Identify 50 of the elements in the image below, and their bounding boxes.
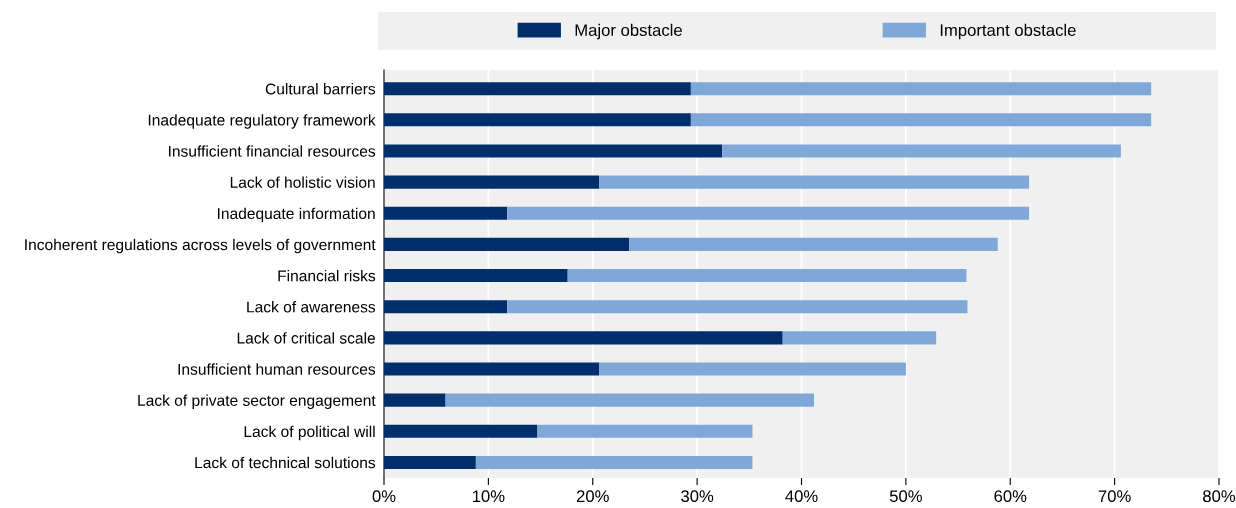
x-tick-label: 70% bbox=[1098, 490, 1131, 503]
y-tick-label: Insufficient financial resources bbox=[169, 145, 376, 157]
bar bbox=[384, 300, 508, 314]
bar bbox=[384, 144, 723, 158]
x-tick-label: 0% bbox=[372, 490, 396, 503]
x-tick-label: 10% bbox=[472, 490, 505, 503]
bar bbox=[599, 175, 1030, 189]
bar bbox=[384, 269, 568, 283]
y-tick-label: Lack of critical scale bbox=[237, 332, 375, 344]
y-tick-label: Cultural barriers bbox=[265, 83, 376, 95]
bar bbox=[384, 362, 600, 376]
bar bbox=[537, 424, 753, 438]
bar bbox=[384, 237, 630, 251]
x-tick-label: 60% bbox=[994, 490, 1027, 503]
x-tick-label: 50% bbox=[889, 490, 922, 503]
bar bbox=[722, 144, 1121, 158]
bar bbox=[507, 300, 968, 314]
y-tick-label: Lack of political will bbox=[244, 425, 375, 441]
y-tick-label: Incoherent regulations across levels of government bbox=[25, 238, 376, 254]
bar bbox=[384, 455, 476, 469]
x-tick-label: 30% bbox=[681, 490, 714, 503]
bar bbox=[384, 113, 691, 127]
bar bbox=[384, 206, 508, 220]
bar bbox=[384, 393, 446, 407]
bar bbox=[507, 206, 1030, 220]
y-tick-label: Inadequate information bbox=[217, 207, 375, 223]
y-tick-label: Insufficient human resources bbox=[178, 363, 376, 375]
x-tick-label: 40% bbox=[785, 490, 818, 503]
bar bbox=[475, 455, 753, 469]
bar bbox=[690, 82, 1152, 96]
bar bbox=[599, 362, 906, 376]
y-tick-label: Lack of private sector engagement bbox=[138, 394, 376, 409]
y-tick-label: Lack of technical solutions bbox=[195, 456, 376, 469]
bar bbox=[384, 175, 600, 189]
bar bbox=[384, 424, 538, 438]
y-tick-label: Financial risks bbox=[278, 269, 376, 282]
bar bbox=[782, 331, 937, 345]
bar bbox=[445, 393, 815, 407]
bar bbox=[567, 269, 967, 283]
bar bbox=[690, 113, 1152, 127]
y-tick-label: Inadequate regulatory framework bbox=[148, 114, 376, 129]
legend-label: Important obstacle bbox=[940, 23, 1076, 40]
y-tick-label: Lack of awareness bbox=[247, 301, 376, 313]
bar bbox=[384, 82, 691, 96]
bar bbox=[384, 331, 783, 345]
bar bbox=[629, 237, 998, 251]
legend-label: Major obstacle bbox=[575, 23, 682, 40]
y-tick-label: Lack of holistic vision bbox=[230, 176, 375, 188]
x-tick-label: 80% bbox=[1203, 490, 1236, 503]
x-tick-label: 20% bbox=[576, 490, 609, 503]
